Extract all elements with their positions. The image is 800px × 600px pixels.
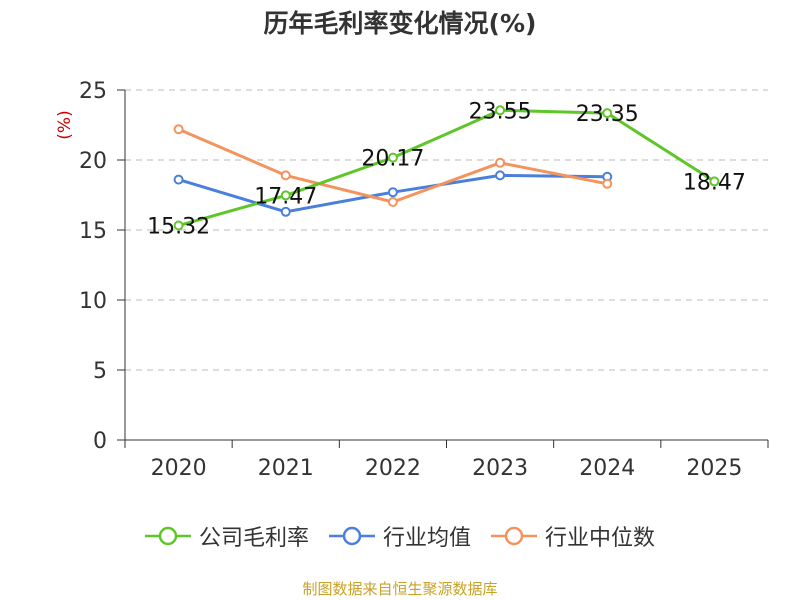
y-tick-label-25: 25 (79, 79, 107, 104)
point-median-2022 (387, 197, 398, 207)
data-label-gross-2020: 15.32 (147, 215, 210, 240)
point-median-2024 (602, 178, 613, 189)
data-label-gross-2021: 17.47 (254, 184, 317, 209)
legend-label-median: 行业中位数 (545, 526, 656, 551)
legend-label-gross: 公司毛利率 (198, 526, 309, 551)
point-gross-2022 (387, 152, 398, 163)
point-median-2023 (495, 157, 506, 168)
series-line-gross (178, 108, 716, 227)
data-label-gross-2024: 23.35 (576, 102, 639, 127)
point-gross-2020 (173, 220, 184, 231)
x-tick-label-2023: 2023 (472, 456, 528, 481)
y-tick-label-0: 0 (93, 429, 107, 454)
legend-marker-avg-icon (328, 526, 375, 546)
point-avg-2020 (173, 174, 184, 185)
legend-label-avg: 行业均值 (382, 526, 471, 551)
legend-item-median[interactable]: 行业中位数 (491, 520, 655, 552)
series-layer (173, 105, 720, 231)
legend-item-avg[interactable]: 行业均值 (328, 520, 471, 552)
point-median-2020 (173, 124, 184, 135)
point-median-2021 (280, 170, 291, 181)
y-tick-label-20: 20 (79, 149, 107, 174)
point-gross-2023 (495, 105, 506, 116)
x-tick-label-2020: 2020 (151, 456, 207, 481)
x-tick-label-2024: 2024 (579, 456, 635, 481)
point-gross-2021 (280, 190, 291, 201)
x-tick-label-2025: 2025 (686, 456, 742, 481)
y-tick-label-10: 10 (79, 289, 107, 314)
x-tick-label-2021: 2021 (258, 456, 314, 481)
source-note: 制图数据来自恒生聚源数据库 (302, 580, 498, 598)
data-label-gross-2025: 18.47 (683, 170, 746, 195)
point-avg-2022 (387, 187, 398, 198)
point-avg-2023 (495, 170, 506, 181)
point-gross-2024 (602, 108, 613, 119)
x-tick-label-2022: 2022 (365, 456, 421, 481)
data-label-layer: 15.32 17.47 20.17 23.55 23.35 18.47 (147, 99, 746, 239)
legend-marker-median-icon (491, 526, 537, 546)
legend: 公司毛利率 行业均值 行业中位数 (0, 520, 800, 552)
legend-item-gross[interactable]: 公司毛利率 (144, 520, 309, 552)
data-label-gross-2023: 23.55 (469, 99, 532, 124)
y-tick-label-15: 15 (79, 219, 107, 244)
point-avg-2021 (280, 206, 291, 217)
point-gross-2025 (709, 176, 720, 187)
y-axis-label: (%) (55, 110, 75, 139)
grid-layer (125, 89, 768, 371)
y-tick-label-5: 5 (93, 359, 107, 384)
chart-title: 历年毛利率变化情况(%) (263, 9, 537, 38)
data-label-gross-2022: 20.17 (361, 147, 424, 172)
legend-marker-gross-icon (144, 526, 191, 546)
